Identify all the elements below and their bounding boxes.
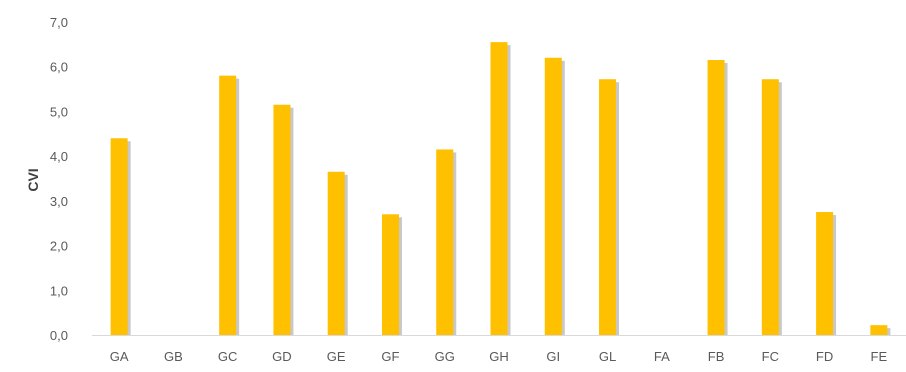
x-axis-ticks: GA GB GC GD GE GF GG GH GI GL FA FB FC FD FE	[110, 349, 888, 364]
x-tick-label: GE	[327, 349, 346, 364]
x-tick-label: GB	[164, 349, 183, 364]
bar	[327, 171, 345, 335]
y-axis-ticks: 0,0 1,0 2,0 3,0 4,0 5,0 6,0 7,0	[50, 15, 68, 343]
y-tick-label: 6,0	[50, 60, 68, 75]
y-tick-label: 7,0	[50, 15, 68, 30]
y-axis-title: CVI	[25, 168, 41, 191]
x-tick-label: FA	[654, 349, 670, 364]
y-tick-label: 3,0	[50, 194, 68, 209]
x-tick-label: GD	[272, 349, 292, 364]
bar	[870, 325, 888, 335]
x-tick-label: FB	[708, 349, 725, 364]
bars	[110, 42, 891, 336]
x-tick-label: GA	[110, 349, 129, 364]
x-tick-label: GH	[489, 349, 509, 364]
x-tick-label: FD	[816, 349, 833, 364]
bar	[436, 149, 454, 335]
bar	[219, 75, 237, 336]
y-tick-label: 0,0	[50, 328, 68, 343]
bar	[273, 104, 291, 335]
y-tick-label: 5,0	[50, 104, 68, 119]
x-tick-label: FC	[762, 349, 779, 364]
x-tick-label: FE	[871, 349, 888, 364]
x-tick-label: GI	[546, 349, 560, 364]
bar	[381, 214, 399, 335]
y-tick-label: 4,0	[50, 149, 68, 164]
y-tick-label: 1,0	[50, 283, 68, 298]
bar	[110, 138, 128, 335]
bar	[544, 57, 562, 336]
bar	[490, 42, 508, 335]
bar	[761, 79, 779, 335]
bar	[599, 79, 617, 335]
x-tick-label: GG	[435, 349, 455, 364]
x-tick-label: GL	[599, 349, 616, 364]
x-tick-label: GC	[218, 349, 238, 364]
bar	[707, 60, 725, 335]
bar	[816, 212, 834, 335]
x-tick-label: GF	[381, 349, 399, 364]
y-tick-label: 2,0	[50, 239, 68, 254]
